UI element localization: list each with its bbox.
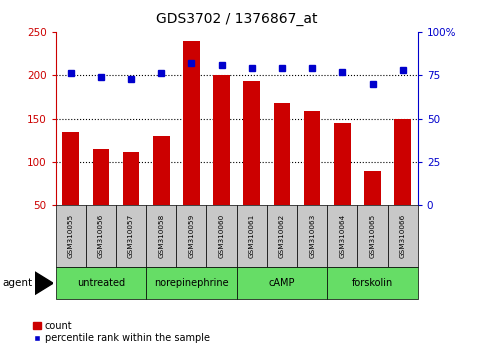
Text: GDS3702 / 1376867_at: GDS3702 / 1376867_at [156,12,317,27]
Bar [213,75,230,249]
Bar [304,111,320,249]
Text: untreated: untreated [77,278,125,288]
Bar [93,149,109,249]
Bar [146,205,176,267]
Text: GSM310055: GSM310055 [68,214,73,258]
Bar [56,205,86,267]
Bar [267,205,297,267]
Bar [364,171,381,249]
Text: GSM310059: GSM310059 [188,214,194,258]
Bar [116,205,146,267]
Bar [123,153,139,249]
Bar [183,41,199,249]
Text: GSM310058: GSM310058 [158,214,164,258]
Polygon shape [35,272,53,295]
Bar [357,205,388,267]
Text: GSM310060: GSM310060 [219,214,225,258]
Bar [334,123,351,249]
Text: GSM310062: GSM310062 [279,214,285,258]
Bar [176,205,207,267]
Text: GSM310057: GSM310057 [128,214,134,258]
Bar [388,205,418,267]
Text: norepinephrine: norepinephrine [154,278,229,288]
Text: cAMP: cAMP [269,278,295,288]
Text: forskolin: forskolin [352,278,393,288]
Bar [153,136,170,249]
Bar [327,267,418,299]
Text: GSM310063: GSM310063 [309,214,315,258]
Bar [56,267,146,299]
Text: GSM310056: GSM310056 [98,214,104,258]
Text: GSM310066: GSM310066 [400,214,406,258]
Bar [62,132,79,249]
Text: agent: agent [2,278,32,288]
Text: GSM310064: GSM310064 [340,214,345,258]
Bar [274,103,290,249]
Bar [237,267,327,299]
Text: GSM310065: GSM310065 [369,214,375,258]
Text: GSM310061: GSM310061 [249,214,255,258]
Bar [237,205,267,267]
Bar [86,205,116,267]
Legend: count, percentile rank within the sample: count, percentile rank within the sample [29,317,213,347]
Bar [146,267,237,299]
Bar [243,81,260,249]
Bar [327,205,357,267]
Bar [395,119,411,249]
Bar [297,205,327,267]
Bar [207,205,237,267]
